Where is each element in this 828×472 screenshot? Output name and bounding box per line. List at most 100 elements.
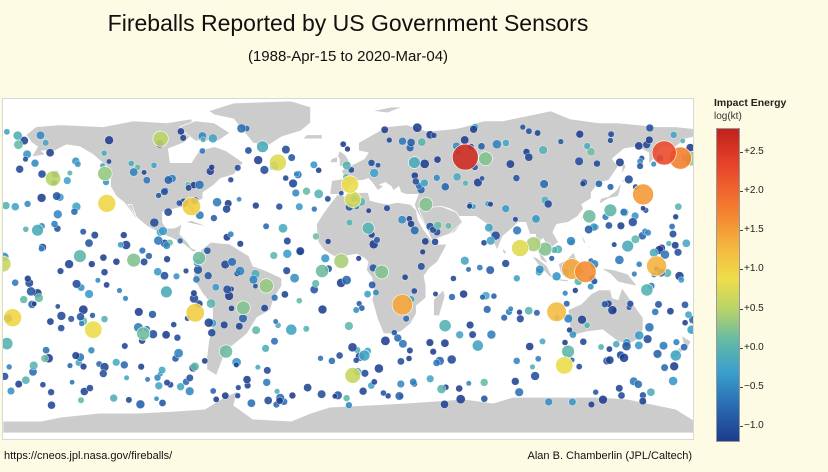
- fireball-marker[interactable]: [74, 160, 82, 168]
- fireball-marker[interactable]: [530, 371, 540, 381]
- fireball-marker[interactable]: [161, 330, 171, 340]
- fireball-marker[interactable]: [352, 306, 360, 314]
- fireball-marker[interactable]: [650, 161, 657, 168]
- fireball-marker[interactable]: [317, 389, 326, 399]
- fireball-marker[interactable]: [129, 167, 139, 177]
- fireball-marker[interactable]: [511, 377, 520, 386]
- fireball-marker[interactable]: [236, 240, 244, 248]
- fireball-marker[interactable]: [525, 342, 534, 351]
- fireball-marker[interactable]: [666, 307, 675, 315]
- fireball-marker[interactable]: [516, 314, 525, 323]
- fireball-marker[interactable]: [122, 295, 129, 302]
- fireball-marker[interactable]: [441, 182, 450, 192]
- fireball-marker[interactable]: [409, 378, 418, 386]
- fireball-marker[interactable]: [179, 134, 187, 142]
- fireball-marker[interactable]: [358, 349, 371, 362]
- fireball-marker[interactable]: [512, 216, 519, 223]
- fireball-marker[interactable]: [430, 132, 438, 139]
- fireball-marker[interactable]: [36, 193, 47, 203]
- fireball-marker[interactable]: [31, 300, 37, 307]
- fireball-marker[interactable]: [287, 153, 296, 162]
- fireball-marker[interactable]: [601, 300, 609, 308]
- fireball-marker[interactable]: [103, 281, 110, 289]
- fireball-marker[interactable]: [440, 400, 449, 409]
- fireball-marker[interactable]: [619, 353, 629, 363]
- fireball-marker[interactable]: [182, 267, 189, 274]
- fireball-marker[interactable]: [76, 312, 85, 321]
- fireball-marker[interactable]: [347, 342, 358, 353]
- fireball-marker[interactable]: [634, 330, 644, 341]
- fireball-marker[interactable]: [480, 239, 488, 247]
- fireball-marker[interactable]: [84, 289, 94, 299]
- fireball-marker[interactable]: [359, 387, 368, 396]
- fireball-marker[interactable]: [440, 338, 450, 348]
- fireball-marker[interactable]: [380, 125, 389, 134]
- fireball-marker[interactable]: [172, 272, 180, 280]
- fireball-marker[interactable]: [163, 207, 173, 217]
- fireball-marker[interactable]: [483, 305, 492, 314]
- fireball-marker[interactable]: [514, 387, 524, 397]
- fireball-marker[interactable]: [227, 176, 234, 183]
- fireball-marker[interactable]: [548, 255, 555, 262]
- fireball-marker[interactable]: [252, 201, 260, 210]
- fireball-marker[interactable]: [207, 328, 217, 338]
- fireball-marker[interactable]: [256, 140, 269, 153]
- fireball-marker[interactable]: [97, 194, 117, 213]
- fireball-marker[interactable]: [524, 152, 534, 162]
- fireball-marker[interactable]: [507, 305, 514, 312]
- fireball-marker[interactable]: [163, 255, 171, 263]
- fireball-marker[interactable]: [634, 341, 644, 350]
- fireball-marker[interactable]: [432, 291, 439, 297]
- fireball-marker[interactable]: [3, 372, 9, 381]
- fireball-marker[interactable]: [42, 346, 50, 354]
- fireball-marker[interactable]: [285, 323, 298, 336]
- fireball-marker[interactable]: [258, 278, 274, 294]
- fireball-marker[interactable]: [568, 398, 577, 407]
- fireball-marker[interactable]: [185, 303, 205, 323]
- fireball-marker[interactable]: [247, 398, 256, 408]
- fireball-marker[interactable]: [645, 135, 654, 144]
- fireball-marker[interactable]: [473, 177, 483, 187]
- fireball-marker[interactable]: [417, 262, 426, 271]
- fireball-marker[interactable]: [346, 218, 354, 226]
- fireball-marker[interactable]: [574, 156, 584, 166]
- fireball-marker[interactable]: [282, 249, 292, 259]
- fireball-marker[interactable]: [37, 169, 47, 179]
- fireball-marker[interactable]: [201, 357, 209, 365]
- fireball-marker[interactable]: [492, 139, 502, 150]
- fireball-marker[interactable]: [419, 248, 426, 256]
- fireball-marker[interactable]: [418, 197, 434, 212]
- fireball-marker[interactable]: [672, 213, 679, 220]
- fireball-marker[interactable]: [181, 196, 201, 216]
- fireball-marker[interactable]: [313, 189, 324, 199]
- fireball-marker[interactable]: [235, 266, 245, 276]
- fireball-marker[interactable]: [345, 401, 353, 409]
- fireball-marker[interactable]: [190, 362, 200, 372]
- fireball-marker[interactable]: [419, 159, 430, 169]
- fireball-marker[interactable]: [120, 231, 128, 239]
- fireball-marker[interactable]: [452, 172, 462, 182]
- fireball-marker[interactable]: [460, 256, 470, 266]
- fireball-marker[interactable]: [79, 228, 87, 236]
- fireball-marker[interactable]: [251, 325, 261, 335]
- fireball-marker[interactable]: [274, 388, 281, 395]
- fireball-marker[interactable]: [476, 264, 484, 271]
- fireball-marker[interactable]: [597, 343, 605, 351]
- fireball-marker[interactable]: [200, 136, 207, 143]
- fireball-marker[interactable]: [69, 379, 75, 386]
- fireball-marker[interactable]: [465, 266, 472, 273]
- fireball-marker[interactable]: [607, 137, 614, 144]
- fireball-marker[interactable]: [236, 300, 251, 316]
- fireball-marker[interactable]: [681, 319, 689, 326]
- fireball-marker[interactable]: [502, 139, 510, 147]
- fireball-marker[interactable]: [513, 274, 521, 282]
- fireball-marker[interactable]: [525, 127, 533, 135]
- fireball-marker[interactable]: [95, 277, 101, 284]
- fireball-marker[interactable]: [13, 139, 24, 150]
- fireball-marker[interactable]: [342, 160, 352, 170]
- fireball-marker[interactable]: [448, 293, 456, 301]
- fireball-marker[interactable]: [511, 239, 529, 257]
- fireball-marker[interactable]: [253, 155, 263, 165]
- fireball-marker[interactable]: [53, 209, 63, 219]
- fireball-marker[interactable]: [500, 314, 508, 322]
